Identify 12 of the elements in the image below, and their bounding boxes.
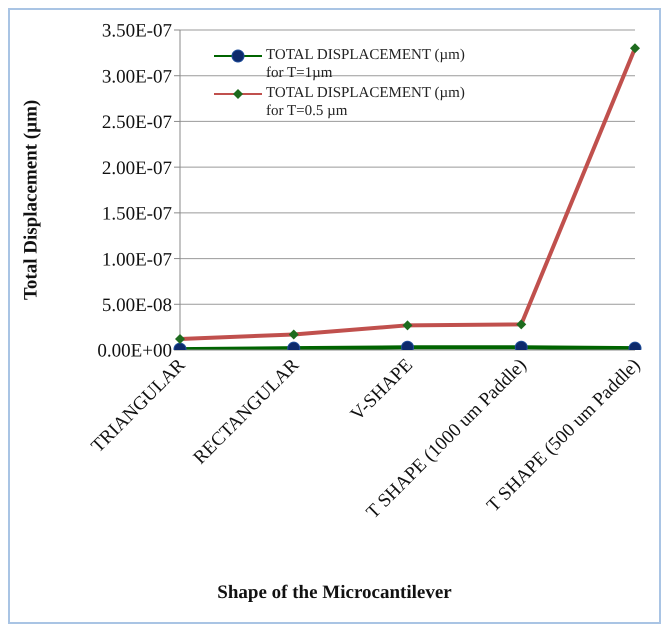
y-tick-label: 3.00E-07 — [102, 66, 172, 88]
y-tick-label: 2.00E-07 — [102, 158, 172, 179]
legend-label: TOTAL DISPLACEMENT (µm) for T=1µm — [266, 46, 466, 82]
y-axis-title: Total Displacement (µm) — [20, 100, 42, 300]
y-tick-label: 0.00E+00 — [97, 340, 172, 362]
y-tick-label: 2.50E-07 — [102, 112, 172, 134]
y-tick-label: 1.00E-07 — [102, 249, 172, 270]
x-axis-title: Shape of the Microcantilever — [216, 582, 453, 604]
legend-label: TOTAL DISPLACEMENT (µm) for T=0.5 µm — [266, 84, 466, 120]
y-tick-label: 1.50E-07 — [102, 204, 172, 225]
y-tick-label: 5.00E-08 — [102, 295, 172, 316]
y-tick-label: 3.50E-07 — [102, 20, 172, 42]
